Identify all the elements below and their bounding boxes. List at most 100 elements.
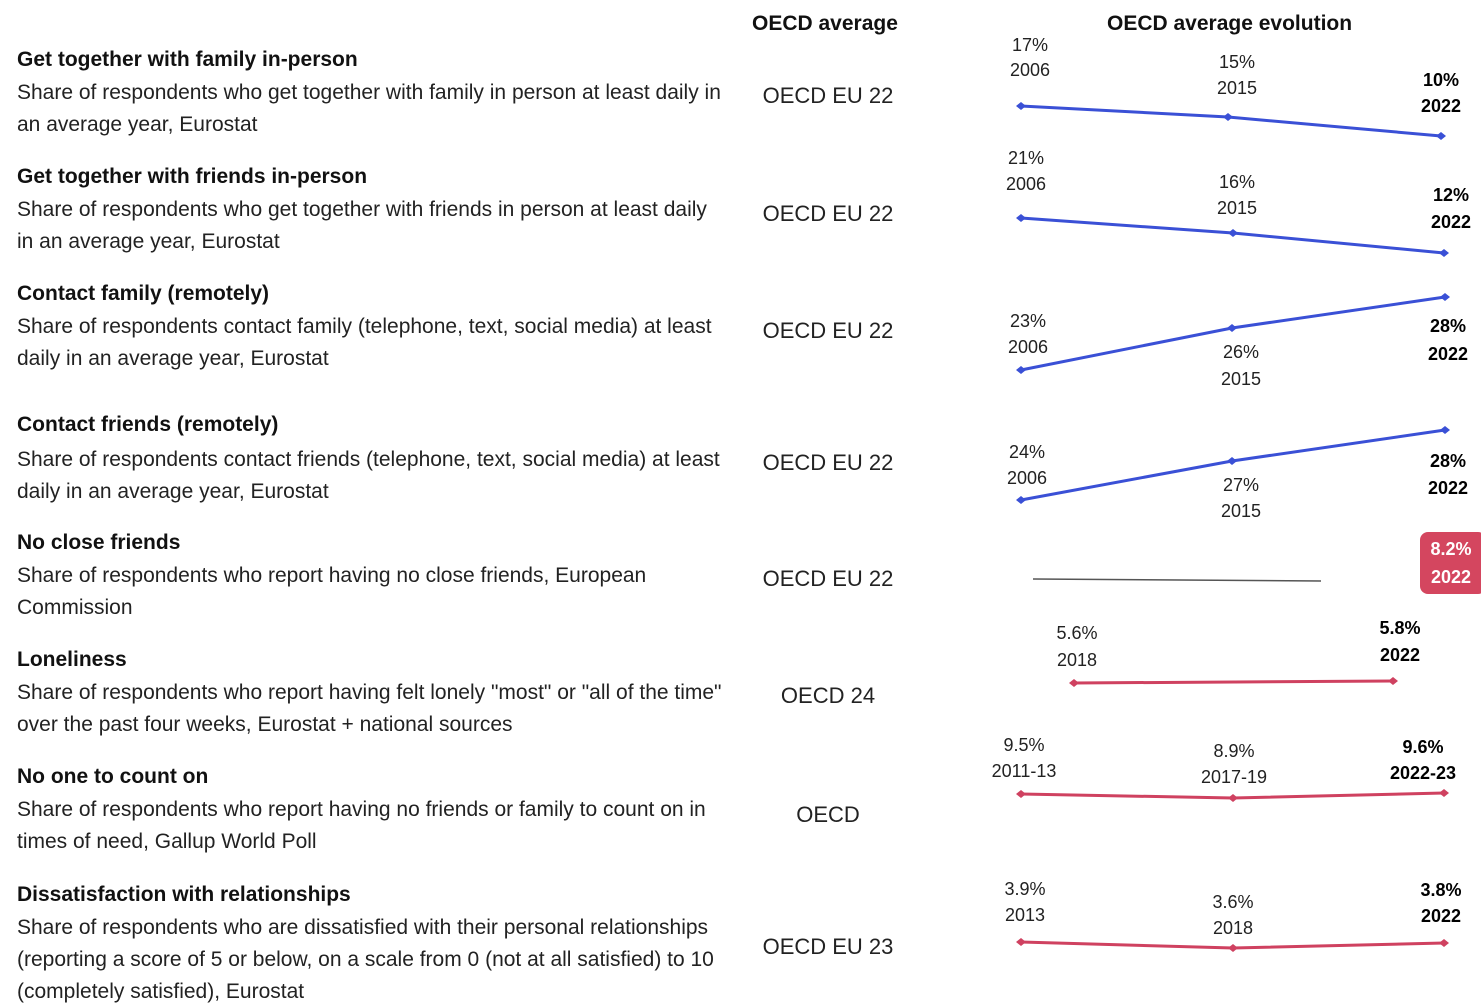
- year-label: 2022: [1428, 344, 1468, 364]
- data-point: [1440, 293, 1450, 301]
- data-label: 28%: [1430, 451, 1466, 471]
- data-point: [1439, 789, 1449, 797]
- year-label: 2022-23: [1390, 763, 1456, 783]
- evolution-chart: 9.5% 2011-13 8.9% 2017-19 9.6% 2022-23: [992, 735, 1456, 802]
- indicator-title: Loneliness: [17, 648, 127, 671]
- year-label: 2013: [1005, 905, 1045, 925]
- data-point: [1016, 102, 1026, 110]
- year-label: 2015: [1221, 501, 1261, 521]
- data-point: [1227, 457, 1237, 465]
- data-label: 9.5%: [1003, 735, 1044, 755]
- year-label: 2017-19: [1201, 767, 1267, 787]
- data-label: 3.9%: [1004, 879, 1045, 899]
- indicator-title: Get together with friends in-person: [17, 165, 368, 188]
- series-line: [1073, 679, 1394, 685]
- indicator-title: Contact friends (remotely): [17, 413, 279, 436]
- year-label: 2015: [1221, 369, 1261, 389]
- year-label: 2011-13: [992, 761, 1057, 781]
- year-label: 2006: [1007, 468, 1047, 488]
- year-label: 2022: [1421, 96, 1461, 116]
- indicator-description: Share of respondents who get together wi…: [17, 198, 707, 253]
- data-point: [1388, 677, 1398, 685]
- year-label: 2022: [1428, 478, 1468, 498]
- data-point: [1436, 132, 1446, 140]
- data-label: 24%: [1009, 442, 1045, 462]
- evolution-chart: 24% 2006 27% 2015 28% 2022: [1007, 426, 1468, 521]
- year-label: 2015: [1217, 198, 1257, 218]
- indicator-description: Share of respondents contact family (tel…: [17, 315, 712, 370]
- series-line: [1032, 578, 1322, 582]
- indicator-title: No one to count on: [17, 765, 209, 788]
- indicator-description: Share of respondents who report having f…: [17, 681, 722, 736]
- data-label: 3.6%: [1212, 892, 1253, 912]
- data-label: 16%: [1219, 172, 1255, 192]
- data-label: 5.6%: [1056, 623, 1097, 643]
- year-label: 2015: [1217, 78, 1257, 98]
- evolution-chart: 5.6% 2018 5.8% 2022: [1056, 618, 1421, 687]
- year-label: 2018: [1057, 650, 1097, 670]
- indicator-description: Share of respondents who are dissatisfie…: [17, 916, 714, 1003]
- data-label: 12%: [1433, 185, 1469, 205]
- data-point: [1439, 939, 1449, 947]
- indicator-description: Share of respondents who get together wi…: [17, 81, 721, 136]
- series-line: [1020, 104, 1442, 138]
- data-label: 27%: [1223, 475, 1259, 495]
- data-point: [1016, 496, 1026, 504]
- data-label: 28%: [1430, 316, 1466, 336]
- evolution-chart: 8.2% 2022: [1032, 532, 1481, 594]
- indicator-title: Get together with family in-person: [17, 48, 358, 71]
- evolution-chart: 21% 2006 16% 2015 12% 2022: [1006, 148, 1471, 257]
- data-point: [1440, 426, 1450, 434]
- data-label: 10%: [1423, 70, 1459, 90]
- year-label: 2022: [1431, 567, 1471, 587]
- oecd-average-label: OECD EU 23: [762, 934, 894, 959]
- evolution-chart: 23% 2006 26% 2015 28% 2022: [1008, 293, 1468, 389]
- data-label: 8.2%: [1430, 539, 1471, 559]
- evolution-chart: 17% 2006 15% 2015 10% 2022: [1010, 35, 1461, 140]
- data-point: [1228, 944, 1238, 952]
- data-point: [1228, 794, 1238, 802]
- data-point: [1016, 366, 1026, 374]
- data-point: [1228, 229, 1238, 237]
- data-point: [1223, 113, 1233, 121]
- data-label: 23%: [1010, 311, 1046, 331]
- data-point: [1016, 938, 1026, 946]
- data-label: 8.9%: [1213, 741, 1254, 761]
- data-point: [1016, 790, 1026, 798]
- year-label: 2022: [1431, 212, 1471, 232]
- year-label: 2006: [1006, 174, 1046, 194]
- oecd-average-label: OECD EU 22: [762, 201, 894, 226]
- evolution-column-header: OECD average evolution: [1107, 12, 1353, 35]
- data-label: 15%: [1219, 52, 1255, 72]
- indicator-title: Contact family (remotely): [17, 282, 270, 305]
- year-label: 2022: [1380, 645, 1420, 665]
- year-label: 2006: [1010, 60, 1050, 80]
- data-label: 9.6%: [1402, 737, 1443, 757]
- evolution-chart: 3.9% 2013 3.6% 2018 3.8% 2022: [1004, 879, 1462, 952]
- indicator-description: Share of respondents contact friends (te…: [17, 448, 720, 503]
- data-label: 3.8%: [1420, 880, 1461, 900]
- average-column-header: OECD average: [752, 12, 898, 35]
- year-label: 2006: [1008, 337, 1048, 357]
- oecd-average-label: OECD 24: [780, 683, 876, 708]
- oecd-average-label: OECD: [796, 802, 860, 827]
- data-label: 5.8%: [1379, 618, 1420, 638]
- year-label: 2022: [1421, 906, 1461, 926]
- data-point: [1069, 679, 1079, 687]
- indicator-description: Share of respondents who report having n…: [17, 564, 647, 619]
- indicator-title: Dissatisfaction with relationships: [17, 883, 351, 906]
- oecd-average-label: OECD EU 22: [762, 566, 894, 591]
- indicator-description: Share of respondents who report having n…: [17, 798, 706, 853]
- data-label: 26%: [1223, 342, 1259, 362]
- oecd-average-label: OECD EU 22: [762, 450, 894, 475]
- oecd-average-label: OECD EU 22: [762, 83, 894, 108]
- data-label: 17%: [1012, 35, 1048, 55]
- data-point: [1227, 324, 1237, 332]
- indicator-title: No close friends: [17, 531, 181, 554]
- data-label: 21%: [1008, 148, 1044, 168]
- year-label: 2018: [1213, 918, 1253, 938]
- highlight-badge: [1420, 532, 1481, 594]
- data-point: [1016, 214, 1026, 222]
- data-point: [1439, 249, 1449, 257]
- oecd-average-label: OECD EU 22: [762, 318, 894, 343]
